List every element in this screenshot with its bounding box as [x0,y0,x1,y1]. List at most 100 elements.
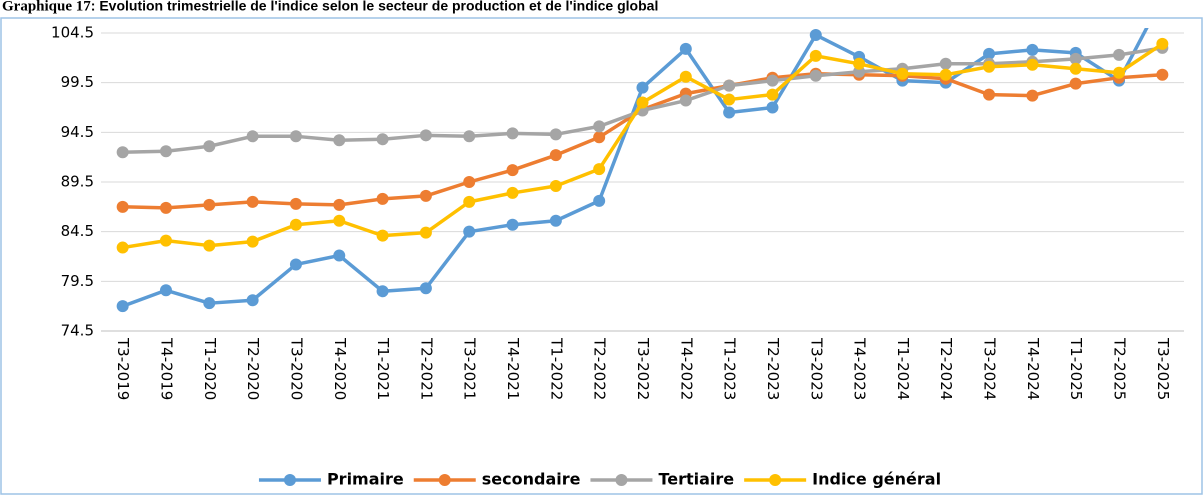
data-point [1069,62,1082,75]
data-point [1069,77,1082,90]
data-point [289,197,302,210]
plot [116,0,1169,313]
data-point [896,67,909,80]
legend-label: Indice général [812,470,941,489]
x-tick-label: T4-2023 [851,337,869,400]
data-point [506,218,519,231]
data-point [1026,89,1039,102]
data-point [159,145,172,158]
legend-label: Tertiaire [658,470,734,489]
data-point [1026,58,1039,71]
data-point [636,81,649,94]
data-point [809,49,822,62]
data-point [159,201,172,214]
data-point [289,258,302,271]
data-point [939,57,952,70]
data-point [983,88,996,101]
data-point [463,225,476,238]
data-point [419,189,432,202]
x-tick-label: T3-2024 [981,337,999,400]
x-tick-label: T2-2022 [591,337,609,400]
x-tick-label: T4-2021 [504,337,522,400]
data-point [203,239,216,252]
data-point [549,128,562,141]
data-point [419,282,432,295]
chart-frame [0,17,1203,495]
data-point [679,42,692,55]
data-point [1113,48,1126,61]
data-point [593,131,606,144]
data-point [289,218,302,231]
data-point [1069,52,1082,65]
data-point [1026,43,1039,56]
data-point [983,47,996,60]
data-point [246,130,259,143]
data-point [333,249,346,262]
legend: Primaire secondaire Tertiaire Indice généra… [258,470,941,489]
x-tick-label: T1-2025 [1067,337,1085,400]
data-point [939,68,952,81]
data-point [506,186,519,199]
data-point [289,130,302,143]
data-point [593,120,606,133]
data-point [766,74,779,87]
y-tick-label: 79.5 [61,272,94,290]
data-point [723,79,736,92]
x-tick-label: T4-2024 [1024,337,1042,400]
data-point [333,198,346,211]
chart-title: Graphique 17 [2,0,91,14]
y-tick-label: 94.5 [61,123,94,141]
data-point [246,195,259,208]
data-point [506,164,519,177]
y-tick-label: 89.5 [61,173,94,191]
data-point [376,192,389,205]
x-tick-label: T2-2025 [1111,337,1129,400]
x-tick-label: T3-2023 [807,337,825,400]
data-point [593,194,606,207]
data-point [809,28,822,41]
data-point [116,300,129,313]
legend-marker [438,474,451,486]
data-point [549,149,562,162]
x-tick-label: T3-2022 [634,337,652,400]
x-tick-label: T2-2020 [244,337,262,400]
x-tick-label: T1-2024 [894,337,912,400]
data-point [246,294,259,307]
data-point [809,69,822,82]
data-point [463,176,476,188]
data-point [376,133,389,146]
x-tick-label: T1-2023 [721,337,739,400]
data-point [419,226,432,239]
data-point [419,129,432,142]
x-tick-label: T1-2021 [374,337,392,400]
y-tick-label: 104.5 [51,24,94,42]
legend-marker [615,474,628,486]
data-point [376,229,389,242]
x-tick-label: T1-2020 [201,337,219,400]
x-tick-label: T2-2023 [764,337,782,400]
data-point [549,179,562,192]
x-tick-label: T3-2019 [114,337,132,400]
data-point [463,130,476,143]
x-tick-label: T2-2024 [937,337,955,400]
x-tick-label: T4-2022 [677,337,695,400]
data-point [679,94,692,107]
data-point [766,101,779,114]
data-point [636,96,649,109]
data-point [159,234,172,247]
chart-subtitle: : Évolution trimestrielle de l'indice se… [91,0,659,14]
data-point [766,88,779,101]
y-tick-label: 74.5 [61,322,94,340]
data-point [1156,0,1168,4]
data-point [723,93,736,106]
x-tick-label: T4-2020 [331,337,349,400]
x-tick-label: T3-2021 [461,337,479,400]
data-point [463,195,476,208]
data-point [203,140,216,153]
legend-marker [283,474,296,486]
data-point [1156,37,1169,50]
data-point [983,60,996,73]
data-point [1113,66,1126,79]
data-point [1156,68,1169,81]
x-tick-label: T4-2019 [157,337,175,400]
